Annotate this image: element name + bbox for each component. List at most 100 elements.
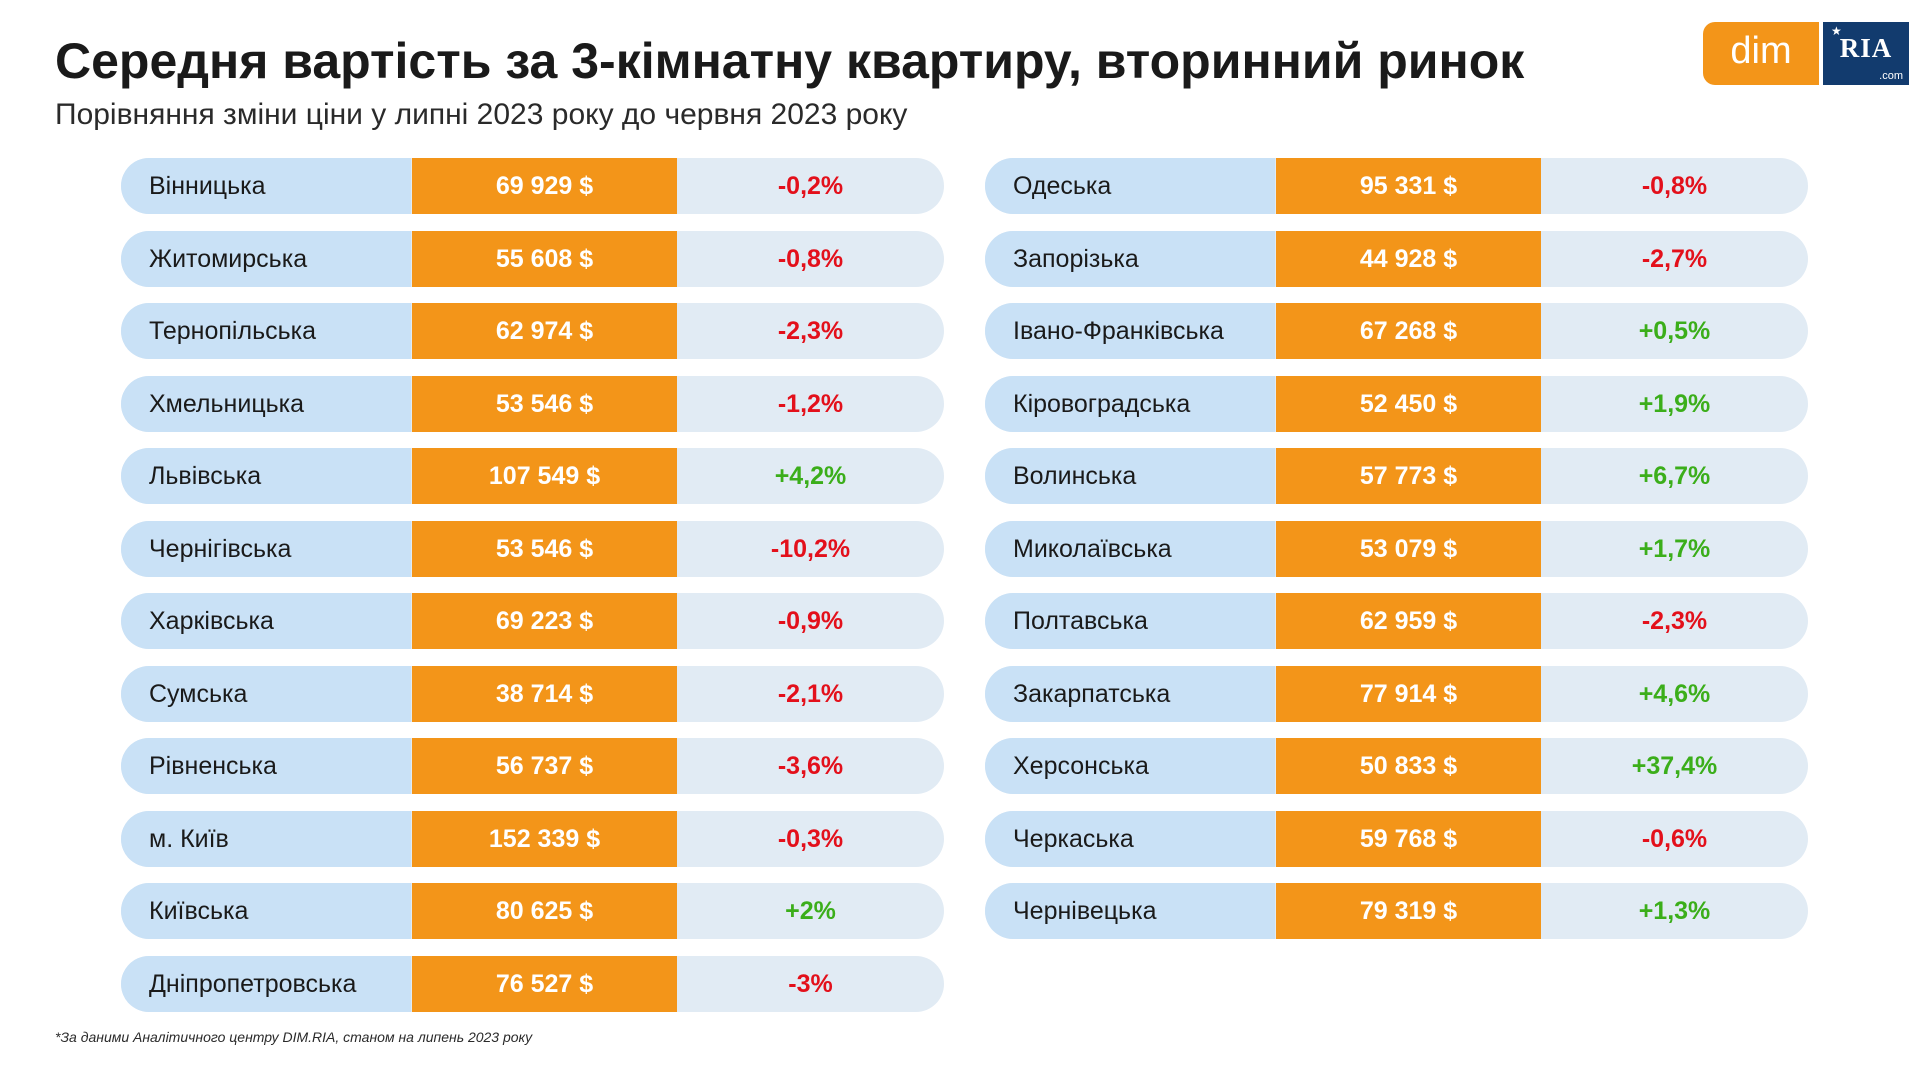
price-change: +1,7%	[1638, 534, 1711, 563]
price-change: -0,8%	[1641, 172, 1708, 200]
price-value: 56 737 $	[412, 738, 677, 794]
region-name: Запорізька	[985, 230, 1275, 287]
price-change: +2%	[785, 897, 836, 925]
price-change: +1,3%	[1638, 897, 1711, 925]
table-row: Київська 80 625 $ +2%	[121, 883, 944, 939]
table-row: Миколаївська 53 079 $ +1,7%	[985, 520, 1808, 577]
price-change: -3%	[788, 969, 833, 998]
table-row: Івано-Франківська 67 268 $ +0,5%	[985, 303, 1808, 359]
table-row: Тернопільська 62 974 $ -2,3%	[121, 303, 944, 359]
price-value: 53 079 $	[1276, 520, 1541, 577]
price-value: 76 527 $	[412, 955, 677, 1012]
table-column-right: Одеська 95 331 $ -0,8% Запорізька 44 928 $ -2…	[985, 158, 1808, 956]
region-name: Дніпропетровська	[121, 955, 411, 1012]
table-row: Кіровоградська 52 450 $ +1,9%	[985, 375, 1808, 432]
region-name: Закарпатська	[985, 665, 1275, 722]
logo-dim-part: dim	[1703, 22, 1819, 85]
region-name: Херсонська	[985, 738, 1275, 794]
price-value: 59 768 $	[1276, 810, 1541, 867]
table-column-left: Вінницька 69 929 $ -0,2% Житомирська 55 608 …	[121, 158, 944, 1028]
dim-ria-logo[interactable]: dim ★ RIA .com	[1703, 22, 1909, 85]
price-change: +6,7%	[1638, 462, 1711, 490]
price-value: 152 339 $	[412, 810, 677, 867]
price-change: -1,2%	[777, 389, 844, 418]
region-name: м. Київ	[121, 810, 411, 867]
region-name: Кіровоградська	[985, 375, 1275, 432]
price-change: +37,4%	[1631, 752, 1718, 780]
table-row: Харківська 69 223 $ -0,9%	[121, 593, 944, 649]
region-name: Волинська	[985, 448, 1275, 504]
price-value: 69 929 $	[412, 158, 677, 214]
table-row: Львівська 107 549 $ +4,2%	[121, 448, 944, 504]
region-name: Тернопільська	[121, 303, 411, 359]
price-value: 95 331 $	[1276, 158, 1541, 214]
table-row: м. Київ 152 339 $ -0,3%	[121, 810, 944, 867]
price-change: -10,2%	[770, 534, 851, 563]
price-change: -3,6%	[777, 752, 844, 780]
region-name: Полтавська	[985, 593, 1275, 649]
price-value: 53 546 $	[412, 375, 677, 432]
price-change: -0,6%	[1641, 824, 1708, 853]
table-row: Вінницька 69 929 $ -0,2%	[121, 158, 944, 214]
region-name: Рівненська	[121, 738, 411, 794]
table-row: Рівненська 56 737 $ -3,6%	[121, 738, 944, 794]
region-name: Івано-Франківська	[985, 303, 1275, 359]
table-row: Житомирська 55 608 $ -0,8%	[121, 230, 944, 287]
price-value: 80 625 $	[412, 883, 677, 939]
price-change: -0,9%	[777, 607, 844, 635]
region-name: Львівська	[121, 448, 411, 504]
table-row: Закарпатська 77 914 $ +4,6%	[985, 665, 1808, 722]
price-value: 107 549 $	[412, 448, 677, 504]
price-change: +0,5%	[1638, 317, 1711, 345]
price-value: 69 223 $	[412, 593, 677, 649]
price-change: -0,8%	[777, 244, 844, 273]
price-value: 57 773 $	[1276, 448, 1541, 504]
price-value: 53 546 $	[412, 520, 677, 577]
table-row: Дніпропетровська 76 527 $ -3%	[121, 955, 944, 1012]
region-name: Миколаївська	[985, 520, 1275, 577]
table-row: Полтавська 62 959 $ -2,3%	[985, 593, 1808, 649]
price-value: 44 928 $	[1276, 230, 1541, 287]
table-row: Херсонська 50 833 $ +37,4%	[985, 738, 1808, 794]
table-row: Чернігівська 53 546 $ -10,2%	[121, 520, 944, 577]
table-row: Одеська 95 331 $ -0,8%	[985, 158, 1808, 214]
page-subtitle: Порівняння зміни ціни у липні 2023 року …	[55, 98, 908, 131]
price-change: +4,6%	[1638, 679, 1711, 708]
region-name: Чернігівська	[121, 520, 411, 577]
price-value: 62 974 $	[412, 303, 677, 359]
table-row: Волинська 57 773 $ +6,7%	[985, 448, 1808, 504]
footnote: *За даними Аналітичного центру DIM.RIA, …	[55, 1029, 533, 1045]
logo-ria-text: RIA	[1839, 33, 1893, 63]
region-name: Чернівецька	[985, 883, 1275, 939]
logo-ria-domain: .com	[1879, 70, 1903, 82]
region-name: Хмельницька	[121, 375, 411, 432]
region-name: Черкаська	[985, 810, 1275, 867]
price-change: -0,3%	[777, 824, 844, 853]
table-row: Запорізька 44 928 $ -2,7%	[985, 230, 1808, 287]
region-name: Вінницька	[121, 158, 411, 214]
table-row: Черкаська 59 768 $ -0,6%	[985, 810, 1808, 867]
table-row: Чернівецька 79 319 $ +1,3%	[985, 883, 1808, 939]
region-name: Харківська	[121, 593, 411, 649]
price-change: +4,2%	[774, 462, 847, 490]
table-row: Хмельницька 53 546 $ -1,2%	[121, 375, 944, 432]
price-change: -2,3%	[1641, 607, 1708, 635]
logo-ria-part: ★ RIA .com	[1823, 22, 1909, 85]
price-value: 50 833 $	[1276, 738, 1541, 794]
price-value: 67 268 $	[1276, 303, 1541, 359]
price-value: 62 959 $	[1276, 593, 1541, 649]
star-icon: ★	[1831, 24, 1842, 38]
price-value: 77 914 $	[1276, 665, 1541, 722]
price-change: -0,2%	[777, 172, 844, 200]
price-value: 38 714 $	[412, 665, 677, 722]
price-value: 55 608 $	[412, 230, 677, 287]
region-name: Київська	[121, 883, 411, 939]
price-change: -2,1%	[777, 679, 844, 708]
table-row: Сумська 38 714 $ -2,1%	[121, 665, 944, 722]
page-title: Середня вартість за 3-кімнатну квартиру,…	[55, 33, 1525, 89]
price-change: +1,9%	[1638, 389, 1711, 418]
region-name: Житомирська	[121, 230, 411, 287]
price-value: 52 450 $	[1276, 375, 1541, 432]
region-name: Сумська	[121, 665, 411, 722]
region-name: Одеська	[985, 158, 1275, 214]
